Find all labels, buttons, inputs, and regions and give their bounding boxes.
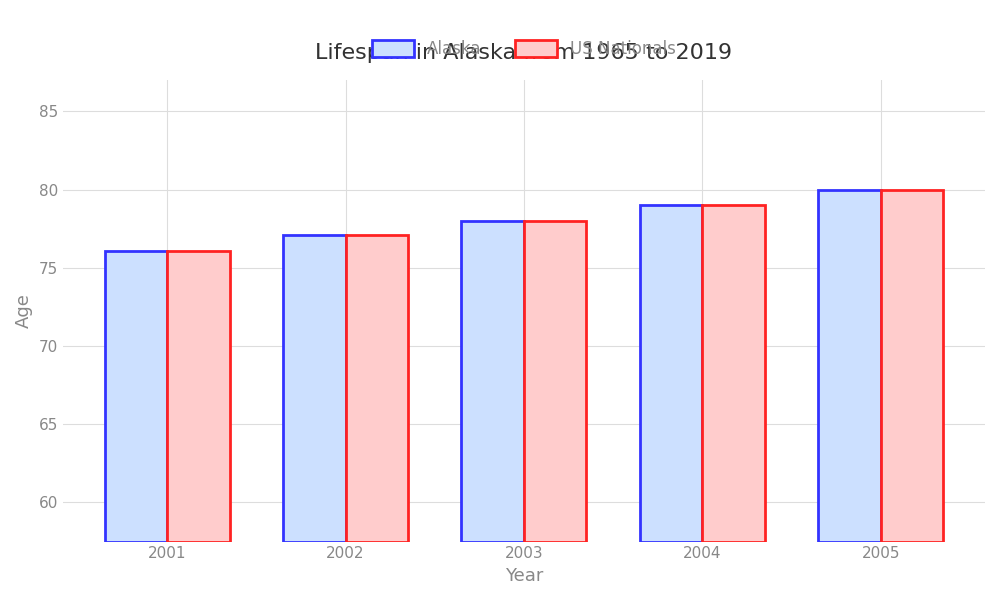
Bar: [881, 190, 943, 542]
Bar: [524, 221, 586, 542]
Bar: [167, 251, 230, 542]
Bar: [702, 205, 765, 542]
Bar: [346, 235, 408, 542]
Bar: [640, 205, 702, 542]
Bar: [818, 190, 881, 542]
Y-axis label: Age: Age: [15, 293, 33, 328]
Bar: [283, 235, 346, 542]
Bar: [461, 221, 524, 542]
Legend: Alaska, US Nationals: Alaska, US Nationals: [365, 33, 682, 65]
X-axis label: Year: Year: [505, 567, 543, 585]
Title: Lifespan in Alaska from 1965 to 2019: Lifespan in Alaska from 1965 to 2019: [315, 43, 732, 63]
Bar: [105, 251, 167, 542]
